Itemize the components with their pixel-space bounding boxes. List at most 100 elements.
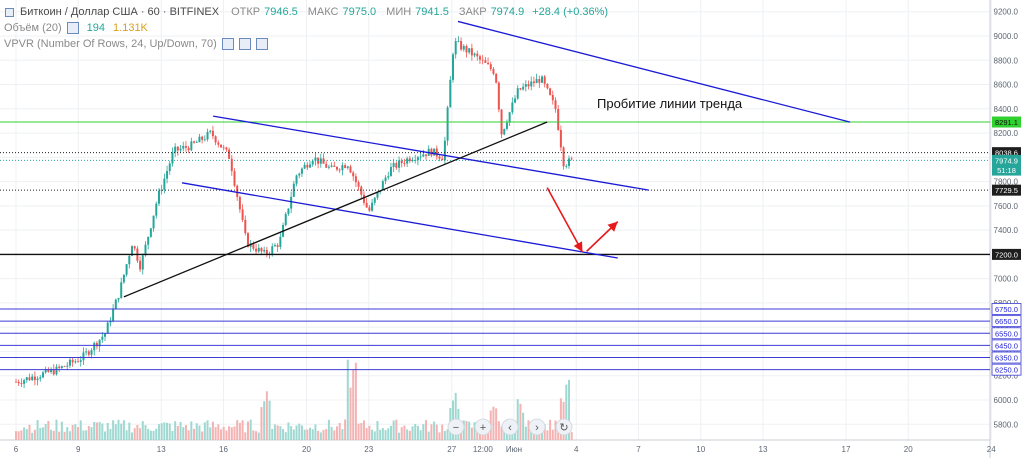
volume-bar: [244, 432, 247, 440]
lower-channel-line[interactable]: [181, 182, 618, 259]
reset-chart-button[interactable]: [555, 418, 573, 436]
candle-body: [128, 255, 131, 265]
candle-body: [368, 207, 371, 211]
volume-bar: [106, 422, 109, 440]
volume-bar: [187, 430, 190, 440]
close-icon[interactable]: [255, 38, 268, 50]
collapse-icon[interactable]: [5, 7, 14, 17]
change-value: +28.4 (+0.36%): [532, 6, 609, 18]
volume-bar: [543, 424, 546, 440]
volume-bar: [236, 420, 239, 440]
candle-body: [365, 202, 368, 208]
volume-bar: [149, 430, 152, 440]
candle-body: [360, 186, 363, 195]
down-arrow[interactable]: [546, 187, 584, 253]
zoom-out-button[interactable]: [447, 418, 465, 436]
candle-body: [433, 148, 436, 156]
price-label-box: [992, 116, 1021, 128]
volume-bar: [214, 427, 217, 440]
candle-body: [287, 208, 290, 214]
candle-body: [309, 164, 312, 168]
candle-body: [495, 73, 498, 83]
volume-bar: [524, 426, 527, 440]
volume-bar: [368, 425, 371, 440]
price-label-text: 6550.0: [995, 329, 1018, 338]
volume-bar: [298, 423, 301, 440]
zoom-in-button[interactable]: [474, 418, 492, 436]
candles: [15, 36, 573, 389]
candle-body: [454, 41, 457, 55]
volume-bar: [217, 424, 220, 440]
volume-bar: [257, 432, 260, 440]
volume-bar: [362, 420, 365, 440]
candle-body: [414, 160, 417, 161]
volume-bar: [66, 427, 69, 440]
volume-bar: [220, 429, 223, 440]
candle-body: [503, 128, 506, 135]
candle-body: [387, 176, 390, 178]
volume-bar: [338, 423, 341, 440]
x-tick-label: 27: [447, 445, 456, 454]
volume-bar: [284, 432, 287, 440]
y-tick-label: 7000.0: [994, 275, 1019, 284]
candle-body: [527, 84, 530, 87]
eye-icon[interactable]: [221, 38, 234, 50]
candle-body: [303, 164, 306, 169]
volume-bar: [47, 421, 50, 440]
volume-bar: [419, 430, 422, 440]
horizontal-levels: [0, 121, 990, 371]
price-label-box: [991, 315, 1022, 328]
candle-body: [532, 81, 535, 84]
volume-bar: [114, 424, 117, 440]
x-tick-label: 12:00: [473, 445, 494, 454]
volume-bar: [360, 423, 363, 440]
up-arrow[interactable]: [586, 221, 619, 252]
candle-body: [314, 157, 317, 161]
volume-bar: [406, 429, 409, 440]
volume-bar: [246, 421, 249, 440]
reset-chart-button-glyph: ↻: [559, 422, 568, 434]
volume-bar: [155, 428, 158, 440]
volume-bar: [398, 432, 401, 440]
candle-body: [211, 130, 214, 137]
upper-channel-top[interactable]: [457, 20, 851, 123]
volume-bar: [365, 428, 368, 440]
x-tick-label: 13: [157, 445, 166, 454]
candle-body: [341, 165, 344, 171]
volume-bar: [130, 432, 133, 440]
volume-bar: [438, 432, 441, 440]
candle-body: [457, 41, 460, 42]
candle-body: [284, 213, 287, 225]
candle-body: [17, 381, 20, 384]
candle-body: [487, 62, 490, 65]
candle-body: [419, 156, 422, 158]
candle-body: [201, 136, 204, 140]
uptrend-support[interactable]: [123, 121, 548, 298]
candle-body: [187, 147, 190, 151]
time-axis[interactable]: 6 9 13 16 20 23 27 12:00 Июн 4 7 10 13 17 20 24: [14, 445, 996, 454]
x-tick-label: 16: [219, 445, 228, 454]
gear-icon[interactable]: [238, 38, 251, 50]
volume-bar: [160, 423, 163, 440]
x-tick-label: 17: [842, 445, 851, 454]
scroll-left-button[interactable]: [501, 418, 519, 436]
candle-body: [193, 141, 196, 143]
candle-body: [484, 60, 487, 63]
forecast-arrows[interactable]: [546, 187, 619, 253]
trend-lines[interactable]: [123, 20, 851, 298]
candle-body: [176, 146, 179, 151]
volume-bar: [265, 391, 268, 440]
symbol-title: Биткоин / Доллар США · 60 · BITFINEX: [20, 6, 220, 18]
scroll-right-button[interactable]: [528, 418, 546, 436]
middle-channel-line[interactable]: [213, 115, 649, 191]
trend-break-annotation[interactable]: Пробитие линии тренда: [597, 96, 743, 111]
candle-body: [438, 156, 441, 159]
volume-bar: [403, 425, 406, 440]
y-tick-label: 9200.0: [994, 8, 1019, 17]
low-label: МИН: [386, 6, 412, 18]
settings-icon[interactable]: [66, 22, 79, 34]
candle-body: [557, 109, 560, 130]
candle-body: [171, 152, 174, 164]
y-tick-label: 6200.0: [994, 372, 1019, 381]
